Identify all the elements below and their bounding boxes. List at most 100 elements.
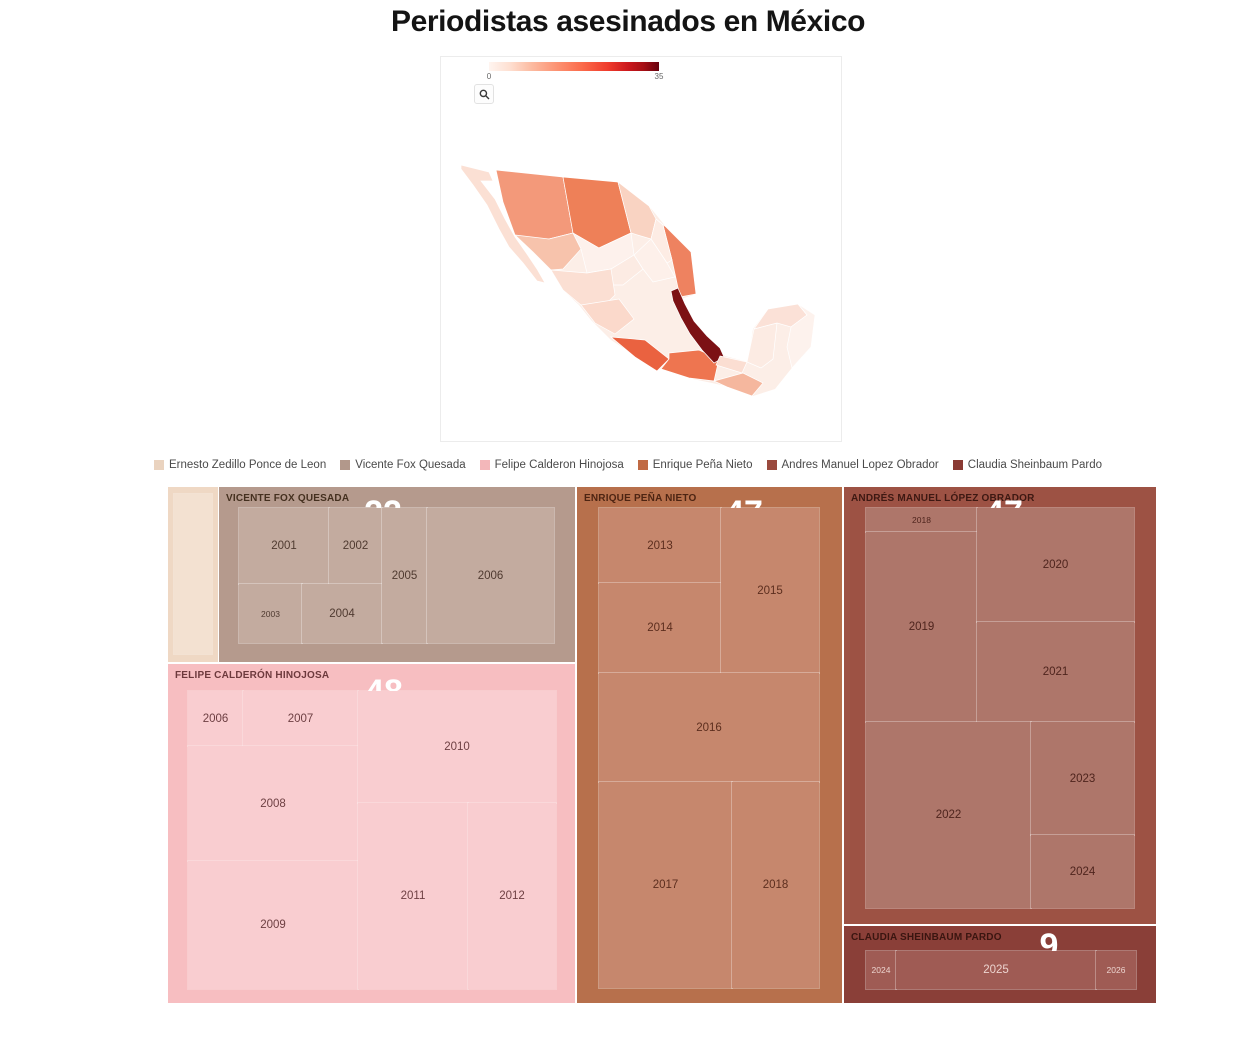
year-label: 2013	[647, 539, 673, 552]
year-label: 2004	[329, 607, 355, 620]
state-veracruz[interactable]	[670, 287, 725, 364]
cell-sheinbaum-2025[interactable]: 2025	[896, 951, 1096, 989]
legend-swatch	[340, 460, 351, 470]
state-baja-california[interactable]	[460, 164, 546, 284]
year-label: 2021	[1042, 666, 1069, 678]
year-label: 2006	[202, 712, 229, 725]
section-pena-nieto: ENRIQUE PEÑA NIETO 47 2013 2014 2015 201…	[577, 487, 842, 1003]
state-campeche[interactable]	[746, 322, 778, 369]
legend-label: Vicente Fox Quesada	[355, 459, 466, 471]
cell-sheinbaum-2024[interactable]: 2024	[866, 951, 896, 989]
cell-amlo-2021[interactable]: 2021	[977, 622, 1134, 722]
legend-item-calderon: Felipe Calderon Hinojosa	[479, 459, 624, 471]
state-sinaloa[interactable]	[513, 232, 582, 271]
section-header: ENRIQUE PEÑA NIETO	[584, 493, 697, 504]
year-label: 2002	[342, 540, 369, 552]
legend: Ernesto Zedillo Ponce de Leon Vicente Fo…	[0, 459, 1256, 471]
map-panel: 0 35	[440, 56, 842, 442]
cell-amlo-2022[interactable]: 2022	[866, 722, 1031, 908]
page-title: Periodistas asesinados en México	[390, 5, 866, 38]
year-label: 2010	[444, 741, 470, 753]
legend-label: Enrique Peña Nieto	[652, 459, 753, 471]
state-guerrero[interactable]	[609, 336, 670, 372]
mexico-map	[460, 164, 816, 397]
state-quintana-roo[interactable]	[786, 303, 816, 369]
year-label: 2008	[260, 797, 286, 810]
legend-item-sheinbaum: Claudia Sheinbaum Pardo	[952, 459, 1102, 471]
cell-fox-2002[interactable]: 2002	[329, 508, 382, 584]
legend-label: Andres Manuel Lopez Obrador	[781, 459, 939, 471]
section-fox: VICENTE FOX QUESADA 22 2001 2002 2003 20…	[219, 487, 575, 662]
colorbar-max-label: 35	[654, 72, 664, 81]
year-label: 2007	[287, 712, 314, 725]
legend-item-zedillo: Ernesto Zedillo Ponce de Leon	[153, 459, 327, 471]
year-label: 2022	[935, 809, 962, 821]
section-header: CLAUDIA SHEINBAUM PARDO	[851, 932, 1002, 943]
legend-swatch	[637, 460, 648, 470]
legend-item-fox: Vicente Fox Quesada	[340, 459, 466, 471]
cell-calderon-2010[interactable]: 2010	[358, 691, 556, 803]
cell-pena-2014[interactable]: 2014	[599, 583, 721, 673]
year-label: 2018	[762, 879, 789, 891]
legend-swatch	[766, 460, 777, 470]
section-amlo: ANDRÉS MANUEL LÓPEZ OBRADOR 47 2018 2019…	[844, 487, 1156, 924]
magnifier-icon	[479, 89, 489, 99]
year-label: 2025	[983, 964, 1009, 976]
cell-fox-2001[interactable]: 2001	[239, 508, 329, 584]
year-label: 2006	[477, 569, 504, 582]
year-label: 2017	[652, 879, 679, 891]
cell-sheinbaum-2026[interactable]: 2026	[1096, 951, 1136, 989]
legend-swatch	[952, 460, 963, 470]
cell-pena-2018[interactable]: 2018	[732, 782, 819, 988]
state-chiapas[interactable]	[712, 372, 764, 397]
state-tabasco[interactable]	[715, 355, 748, 374]
legend-item-pena-nieto: Enrique Peña Nieto	[637, 459, 753, 471]
cell-calderon-2012[interactable]: 2012	[468, 803, 556, 989]
cell-calderon-2009[interactable]: 2009	[188, 861, 358, 989]
section-sheinbaum: CLAUDIA SHEINBAUM PARDO 9 2024 2025 2026	[844, 926, 1156, 1003]
state-oaxaca[interactable]	[660, 349, 720, 382]
cell-pena-2016[interactable]: 2016	[599, 673, 819, 782]
cell-amlo-2024[interactable]: 2024	[1031, 835, 1134, 908]
cell-fox-2003[interactable]: 2003	[239, 584, 302, 643]
cell-pena-2013[interactable]: 2013	[599, 508, 721, 583]
cell-pena-2017[interactable]: 2017	[599, 782, 732, 988]
cell-amlo-2019[interactable]: 2019	[866, 532, 977, 722]
year-label: 2003	[261, 608, 280, 619]
colorbar-min-label: 0	[486, 72, 492, 81]
section-header: ANDRÉS MANUEL LÓPEZ OBRADOR	[851, 493, 1035, 504]
cell-calderon-2011[interactable]: 2011	[358, 803, 468, 989]
legend-label: Ernesto Zedillo Ponce de Leon	[168, 459, 327, 471]
legend-label: Felipe Calderon Hinojosa	[494, 459, 624, 471]
treemap: VICENTE FOX QUESADA 22 2001 2002 2003 20…	[168, 487, 1156, 1003]
cell-amlo-2018[interactable]: 2018	[866, 508, 977, 532]
cell-amlo-2020[interactable]: 2020	[977, 508, 1134, 622]
year-label: 2023	[1069, 772, 1096, 785]
cell-calderon-2008[interactable]: 2008	[188, 746, 358, 861]
cell-pena-2015[interactable]: 2015	[721, 508, 819, 673]
cell-fox-2004[interactable]: 2004	[302, 584, 382, 643]
year-label: 2016	[696, 721, 722, 734]
section-calderon: FELIPE CALDERÓN HINOJOSA 48 2006 2007 20…	[168, 664, 575, 1003]
cell-zedillo-2000[interactable]	[174, 494, 212, 654]
cell-fox-2005[interactable]: 2005	[382, 508, 427, 643]
section-header: VICENTE FOX QUESADA	[226, 493, 350, 504]
year-label: 2011	[400, 890, 426, 902]
cell-amlo-2023[interactable]: 2023	[1031, 722, 1134, 835]
state-san-luis-potosi[interactable]	[633, 238, 676, 283]
cell-calderon-2006[interactable]: 2006	[188, 691, 243, 746]
cell-fox-2006[interactable]: 2006	[427, 508, 554, 643]
legend-swatch	[479, 460, 490, 470]
state-michoacan[interactable]	[580, 298, 635, 335]
legend-item-amlo: Andres Manuel Lopez Obrador	[766, 459, 939, 471]
year-label: 2001	[271, 540, 297, 552]
zoom-button[interactable]	[474, 84, 494, 104]
year-label: 2009	[260, 919, 286, 931]
year-label: 2024	[871, 965, 891, 975]
colorbar-gradient	[489, 62, 659, 71]
cell-calderon-2007[interactable]: 2007	[243, 691, 358, 746]
year-label: 2015	[757, 584, 783, 597]
section-zedillo	[168, 487, 218, 662]
year-label: 2020	[1042, 559, 1069, 571]
